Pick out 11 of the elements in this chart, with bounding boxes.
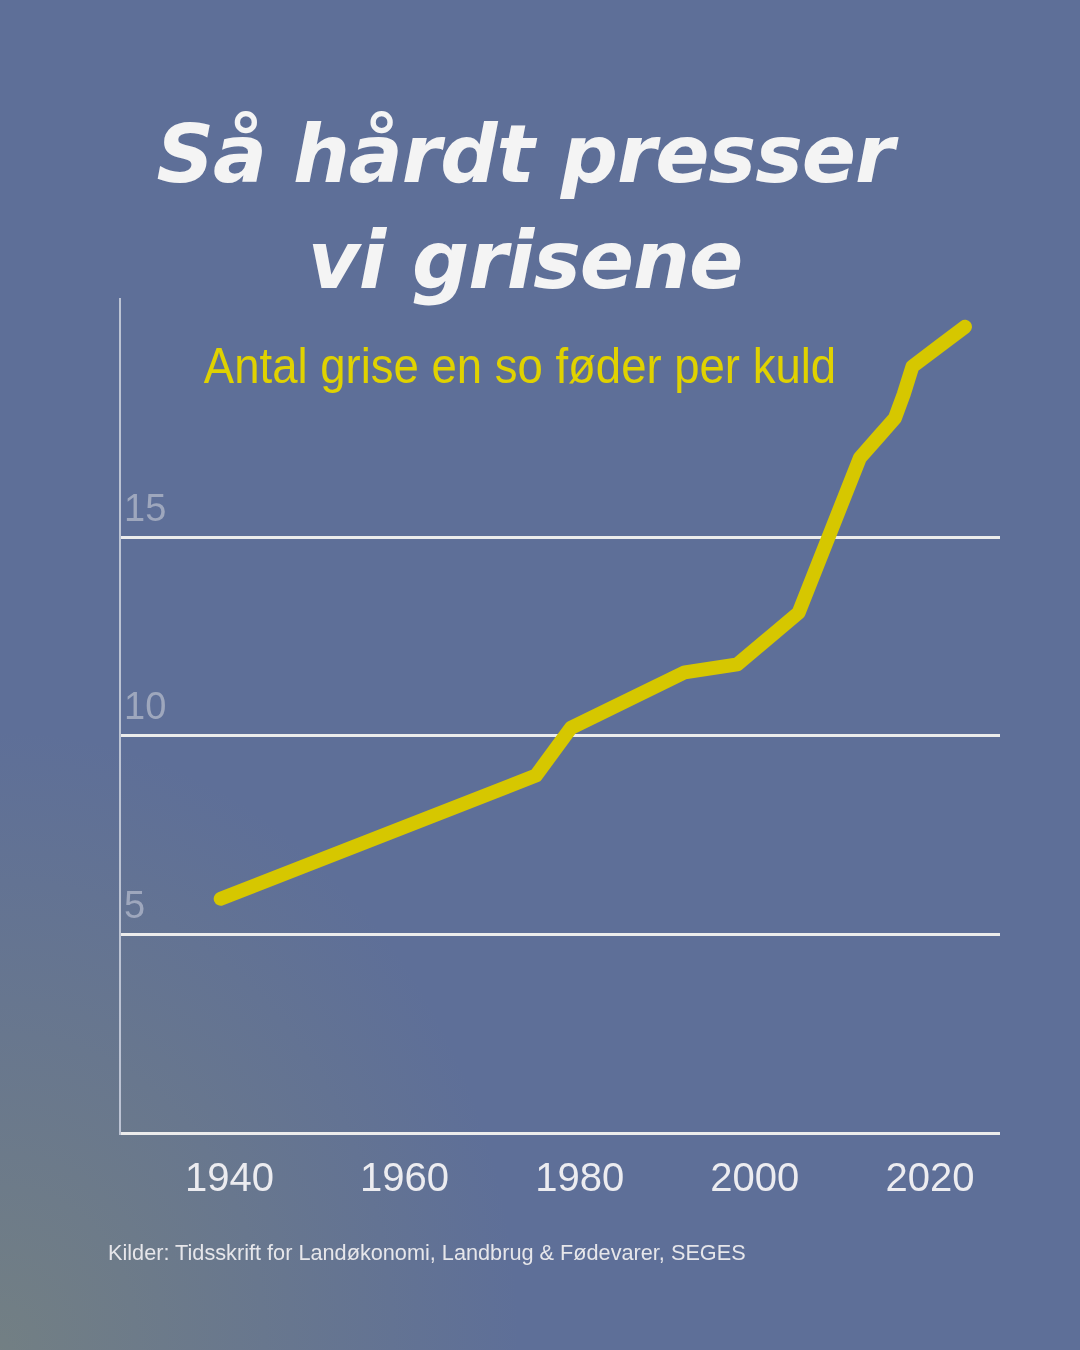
x-tick-label: 1960 [360, 1155, 450, 1200]
text: Antal grise en so føder per kuld [203, 337, 837, 396]
x-tick-label: 1980 [535, 1155, 625, 1200]
x-tick-label: 2000 [710, 1155, 800, 1200]
chart-title: Så hårdt presser vi grisene [155, 107, 900, 309]
text: Kilder: Tidsskrift for Landøkonomi, Landbrug & Fødevarer, SEGES [108, 1240, 746, 1266]
y-tick-label: 10 [124, 685, 167, 728]
y-tick-label: 15 [124, 486, 167, 529]
y-tick-label: 5 [124, 883, 146, 926]
x-tick-label: 2020 [885, 1155, 975, 1200]
x-tick-label: 1940 [184, 1155, 274, 1200]
